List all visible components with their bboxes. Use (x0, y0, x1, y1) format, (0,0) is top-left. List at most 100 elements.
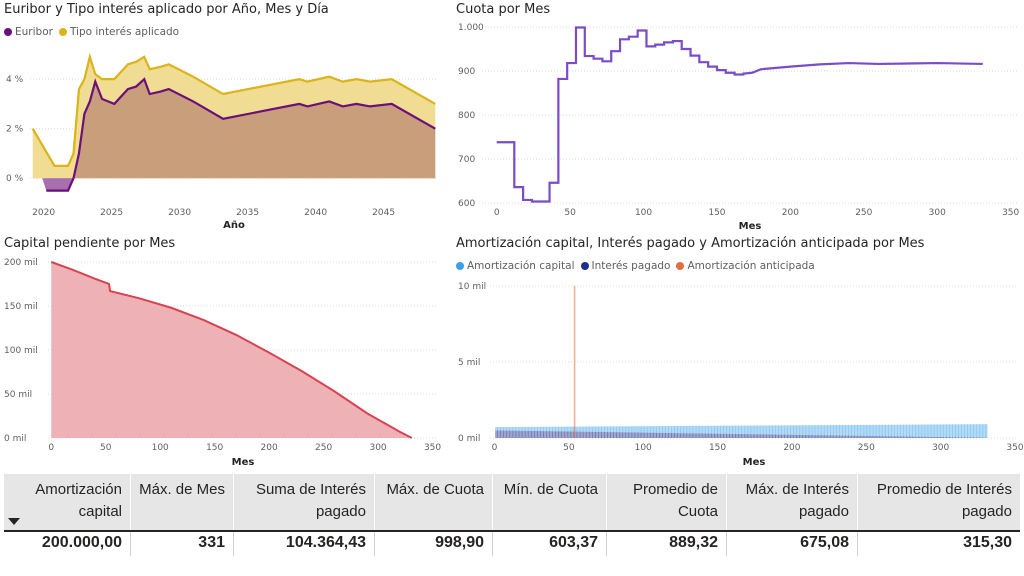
amortizacion-capital-bar (786, 425, 789, 435)
interes-pagado-bar (580, 431, 582, 438)
legend-dot-anticipada (676, 262, 685, 270)
amortizacion-capital-bar (890, 424, 893, 437)
amortizacion-capital-bar (569, 426, 571, 432)
amortizacion-capital-bar (664, 426, 667, 433)
interes-pagado-bar (502, 430, 504, 438)
amortizacion-capital-bar (923, 424, 925, 437)
amortizacion-capital-bar (742, 425, 744, 435)
amortizacion-capital-bar (981, 424, 983, 438)
amortizacion-capital-bar (519, 426, 521, 431)
column-header[interactable]: Mín. de Cuota (492, 479, 598, 501)
legend-item-amort-capital[interactable]: Amortización capital (456, 260, 575, 272)
interes-pagado-bar (783, 434, 786, 438)
y-tick-label: 0 mil (458, 434, 480, 444)
y-tick-label: 0 % (6, 174, 24, 184)
interes-pagado-bar (653, 432, 655, 438)
interes-pagado-bar (828, 435, 830, 438)
interes-pagado-bar (636, 432, 638, 438)
amortizacion-capital-bar (650, 426, 652, 433)
interes-pagado-bar (923, 436, 925, 438)
interes-pagado-bar (728, 433, 731, 438)
column-separator (857, 474, 858, 530)
cuota-line (496, 26, 983, 203)
column-header[interactable]: Promedio de Interés pagado (857, 479, 1012, 523)
interes-pagado-bar (862, 435, 864, 438)
amortizacion-capital-bar (630, 426, 632, 433)
interes-pagado-bar (719, 433, 722, 438)
interes-pagado-bar (932, 436, 934, 438)
legend-item-anticipada[interactable]: Amortización anticipada (676, 260, 815, 272)
x-tick-label: 50 (564, 208, 576, 218)
interes-pagado-bar (901, 436, 903, 438)
legend: Euribor Tipo interés aplicado (4, 26, 179, 38)
column-header[interactable]: Máx. de Mes (130, 479, 225, 501)
interes-pagado-bar (641, 432, 643, 438)
interes-pagado-bar (522, 430, 524, 438)
interes-pagado-bar (615, 432, 618, 438)
column-header[interactable]: Amortización capital (4, 479, 122, 523)
interes-pagado-bar (647, 432, 649, 438)
x-tick-label: 0 (48, 443, 54, 453)
interes-pagado-bar (755, 434, 757, 438)
interes-pagado-bar (504, 430, 506, 438)
column-header[interactable]: Suma de Interés pagado (233, 479, 366, 523)
column-header[interactable]: Máx. de Cuota (374, 479, 484, 501)
column-separator (130, 474, 131, 530)
interes-pagado-bar (766, 434, 768, 438)
interes-pagado-bar (611, 432, 613, 438)
amortizacion-capital-bar (843, 425, 845, 436)
interes-pagado-bar (528, 430, 530, 438)
interes-pagado-bar (871, 435, 873, 438)
interes-pagado-bar (853, 435, 855, 438)
interes-pagado-bar (667, 432, 670, 438)
interes-pagado-bar (840, 435, 842, 438)
amortizacion-capital-bar (870, 424, 872, 436)
column-separator (130, 532, 131, 556)
amortizacion-capital-bar (969, 424, 972, 438)
interes-pagado-bar (771, 434, 774, 438)
interes-pagado-bar (672, 433, 674, 438)
interes-pagado-bar (838, 435, 841, 438)
interes-pagado-bar (928, 436, 930, 438)
cuota-chart-panel: Cuota por Mes (456, 2, 1016, 234)
amortizacion-capital-bar (520, 426, 522, 431)
interes-pagado-bar (813, 435, 815, 438)
sort-desc-icon[interactable] (8, 518, 20, 525)
interes-pagado-bar (889, 436, 891, 438)
amortizacion-capital-bar (605, 426, 607, 433)
amortizacion-capital-bar (681, 425, 683, 434)
interes-pagado-bar (531, 430, 533, 438)
legend-item-euribor[interactable]: Euribor (4, 26, 53, 38)
amortizacion-capital-bar (645, 426, 647, 433)
amortizacion-capital-bar (824, 425, 826, 436)
interes-pagado-bar (902, 436, 905, 438)
amortizacion-capital-bar (597, 426, 600, 432)
column-header[interactable]: Promedio de Cuota (606, 479, 718, 523)
amortizacion-capital-bar (577, 426, 579, 432)
x-tick-label: 2045 (372, 208, 395, 218)
amortizacion-capital-bar (983, 424, 985, 438)
interes-pagado-bar (904, 436, 906, 438)
amortizacion-capital-bar (865, 424, 867, 436)
amortizacion-capital-bar (908, 424, 911, 437)
amortizacion-capital-bar (654, 426, 656, 433)
amortizacion-capital-bar (522, 426, 524, 431)
column-separator (492, 532, 493, 556)
legend-item-interes[interactable]: Interés pagado (580, 260, 670, 272)
interes-pagado-bar (554, 431, 557, 438)
interes-pagado-bar (600, 431, 603, 438)
amortizacion-capital-bar (855, 424, 857, 436)
interes-pagado-bar (815, 435, 817, 438)
interes-pagado-bar (957, 437, 960, 438)
column-header[interactable]: Máx. de Interés pagado (726, 479, 849, 523)
interes-pagado-bar (801, 434, 803, 438)
interes-pagado-bar (553, 431, 555, 438)
interes-pagado-bar (687, 433, 689, 438)
legend-item-tipo[interactable]: Tipo interés aplicado (58, 26, 179, 38)
interes-pagado-bar (956, 437, 958, 438)
interes-pagado-bar (673, 433, 676, 438)
interes-pagado-bar (969, 437, 972, 438)
interes-pagado-bar (542, 431, 545, 438)
column-separator (606, 532, 607, 556)
amortizacion-capital-bar (935, 424, 937, 437)
